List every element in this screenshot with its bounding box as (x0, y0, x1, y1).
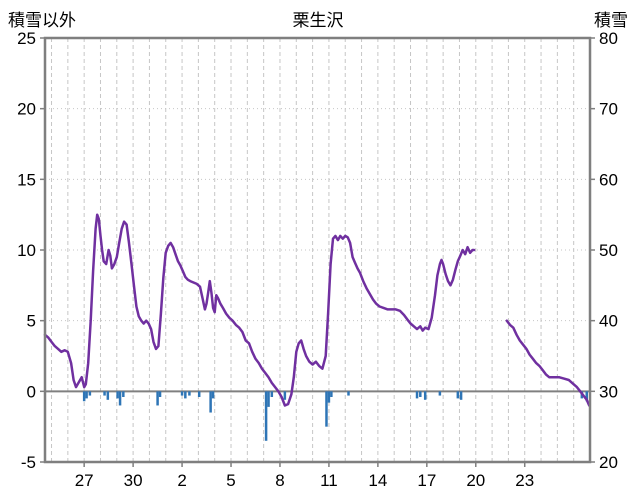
plot-border (43, 36, 592, 464)
x-tick-label: 5 (226, 471, 235, 490)
y-right-tick-label: 30 (599, 382, 618, 401)
x-tick-label: 14 (368, 471, 387, 490)
y-left-tick-label: 20 (17, 100, 36, 119)
y-right-tick-label: 80 (599, 29, 618, 48)
data-line (43, 213, 476, 407)
x-tick-label: 8 (275, 471, 284, 490)
y-left-tick-label: 5 (27, 312, 36, 331)
y-right-tick-label: 50 (599, 241, 618, 260)
y-right-tick-label: 20 (599, 453, 618, 472)
x-tick-label: 27 (75, 471, 94, 490)
x-tick-label: 30 (124, 471, 143, 490)
x-tick-label: 20 (466, 471, 485, 490)
y-left-tick-label: 15 (17, 170, 36, 189)
y-right-tick-label: 70 (599, 100, 618, 119)
x-tick-label: 11 (320, 471, 338, 490)
data-line (505, 319, 591, 407)
x-tick-label: 23 (515, 471, 534, 490)
y-left-tick-label: 25 (17, 29, 36, 48)
y-right-tick-label: 60 (599, 170, 618, 189)
y-left-tick-label: -5 (21, 453, 36, 472)
y-left-tick-label: 10 (17, 241, 36, 260)
right-axis-title: 積雪 (594, 11, 628, 30)
y-left-tick-label: 0 (27, 382, 36, 401)
y-right-tick-label: 40 (599, 312, 618, 331)
x-tick-label: 17 (417, 471, 436, 490)
left-axis-title: 積雪以外 (8, 11, 76, 30)
chart-title: 栗生沢 (292, 11, 344, 30)
x-tick-label: 2 (177, 471, 186, 490)
